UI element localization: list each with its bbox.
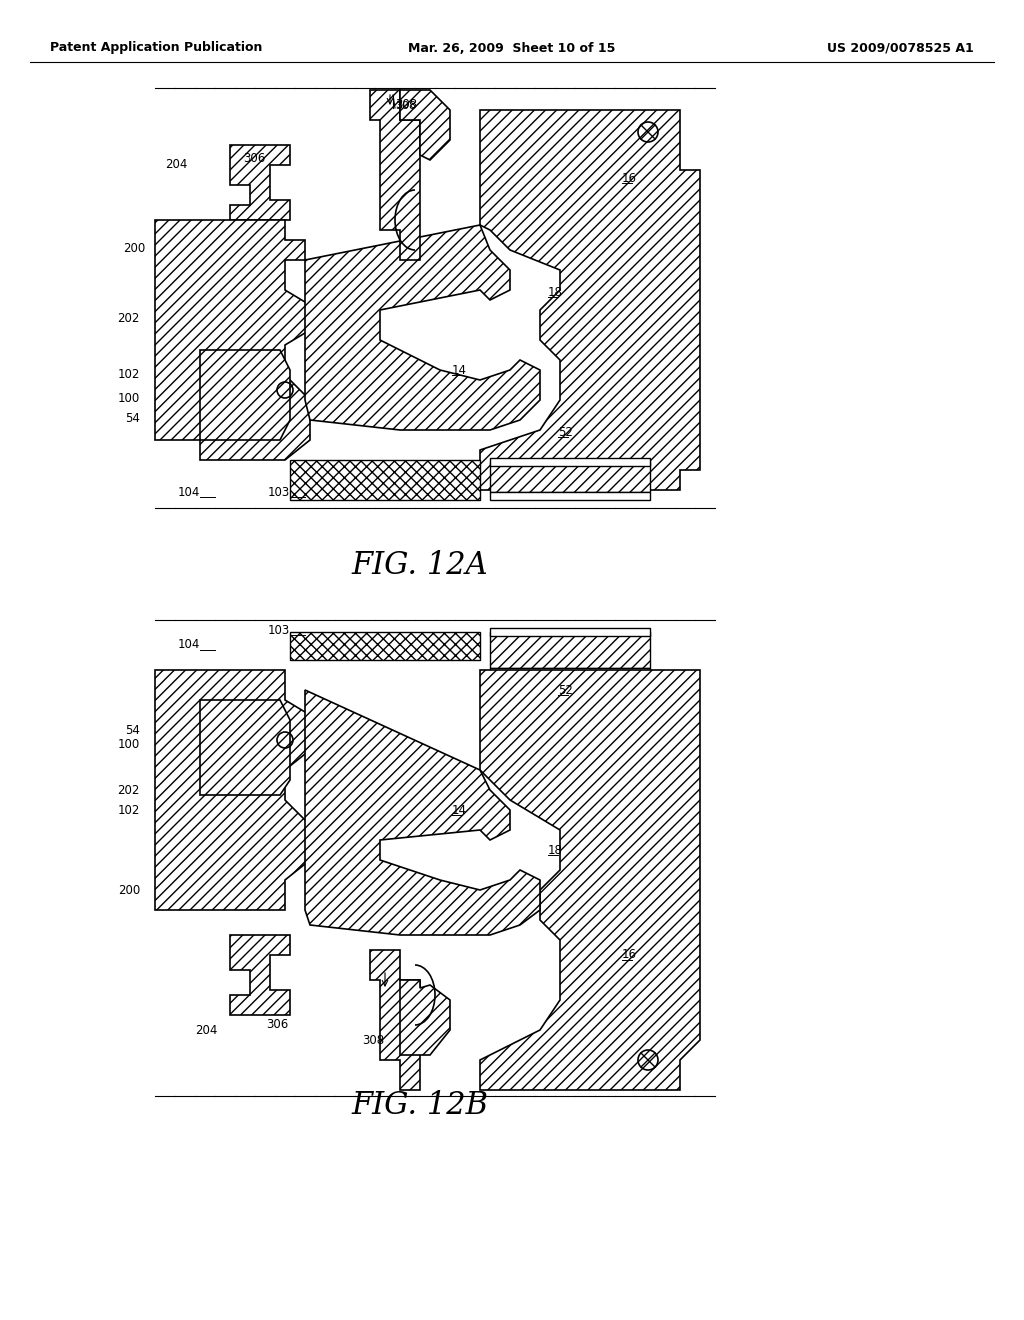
Text: 14: 14 bbox=[452, 363, 467, 376]
Bar bbox=[490, 462, 650, 492]
Text: 202: 202 bbox=[118, 784, 140, 796]
Polygon shape bbox=[370, 90, 420, 260]
Text: 16: 16 bbox=[622, 949, 637, 961]
Text: 104: 104 bbox=[177, 639, 200, 652]
Polygon shape bbox=[200, 700, 290, 795]
Polygon shape bbox=[230, 935, 290, 1015]
Text: 52: 52 bbox=[558, 684, 572, 697]
Text: 204: 204 bbox=[166, 158, 188, 172]
Text: 104: 104 bbox=[177, 486, 200, 499]
Text: 103: 103 bbox=[267, 486, 290, 499]
Polygon shape bbox=[155, 671, 310, 909]
Polygon shape bbox=[480, 671, 700, 1090]
Polygon shape bbox=[305, 224, 540, 430]
Text: FIG. 12A: FIG. 12A bbox=[351, 549, 488, 581]
Text: 200: 200 bbox=[118, 883, 140, 896]
Bar bbox=[490, 668, 650, 676]
Text: 18: 18 bbox=[548, 285, 563, 298]
Polygon shape bbox=[290, 632, 480, 660]
Text: 102: 102 bbox=[118, 804, 140, 817]
Bar bbox=[490, 628, 650, 636]
Polygon shape bbox=[480, 110, 700, 490]
Polygon shape bbox=[155, 220, 310, 459]
Text: 200: 200 bbox=[123, 242, 145, 255]
Text: 100: 100 bbox=[118, 738, 140, 751]
Text: Patent Application Publication: Patent Application Publication bbox=[50, 41, 262, 54]
Text: 306: 306 bbox=[243, 152, 265, 165]
Bar bbox=[490, 458, 650, 466]
Text: 308: 308 bbox=[395, 102, 416, 111]
Bar bbox=[490, 492, 650, 500]
Bar bbox=[490, 632, 650, 668]
Text: 54: 54 bbox=[125, 412, 140, 425]
Polygon shape bbox=[400, 979, 450, 1055]
Polygon shape bbox=[290, 459, 480, 500]
Polygon shape bbox=[370, 950, 420, 1090]
Text: 308: 308 bbox=[362, 1034, 384, 1047]
Text: US 2009/0078525 A1: US 2009/0078525 A1 bbox=[827, 41, 974, 54]
Text: Mar. 26, 2009  Sheet 10 of 15: Mar. 26, 2009 Sheet 10 of 15 bbox=[409, 41, 615, 54]
Text: 102: 102 bbox=[118, 368, 140, 381]
Text: 54: 54 bbox=[125, 723, 140, 737]
Text: FIG. 12B: FIG. 12B bbox=[351, 1089, 488, 1121]
Text: 18: 18 bbox=[548, 843, 563, 857]
Text: 16: 16 bbox=[622, 172, 637, 185]
Text: 100: 100 bbox=[118, 392, 140, 404]
Text: 204: 204 bbox=[196, 1023, 218, 1036]
Text: 202: 202 bbox=[118, 312, 140, 325]
Polygon shape bbox=[400, 90, 450, 160]
Text: 14: 14 bbox=[452, 804, 467, 817]
Polygon shape bbox=[230, 145, 290, 220]
Polygon shape bbox=[200, 350, 290, 440]
Text: 52: 52 bbox=[558, 425, 572, 438]
Polygon shape bbox=[305, 690, 540, 935]
Text: 308: 308 bbox=[395, 98, 417, 111]
Text: 306: 306 bbox=[266, 1019, 288, 1031]
Text: 103: 103 bbox=[267, 623, 290, 636]
